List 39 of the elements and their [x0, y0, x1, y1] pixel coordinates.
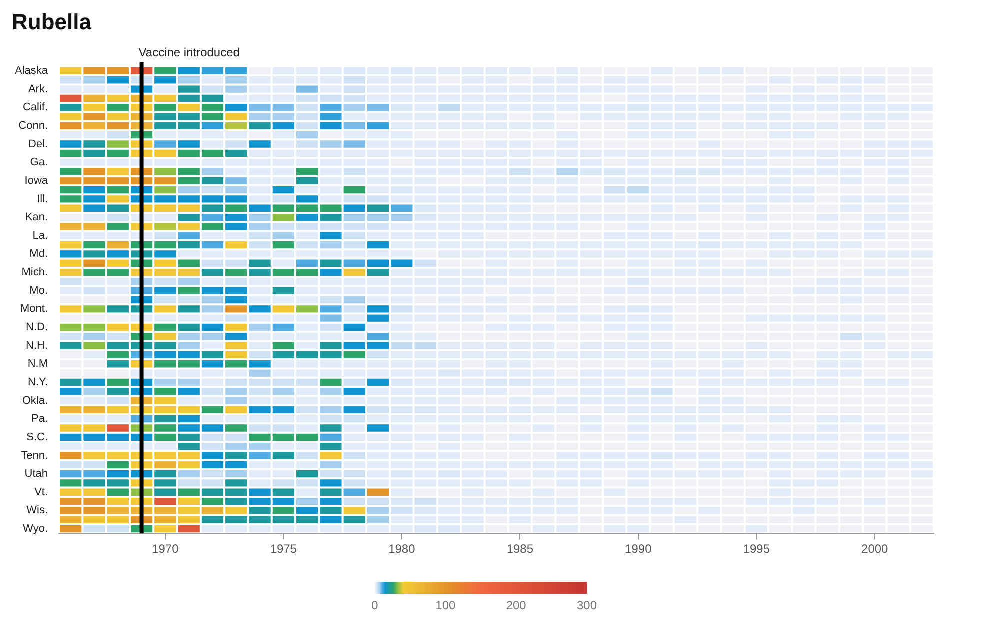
y-tick-label: Mo.	[30, 284, 48, 297]
y-tick-label: Md.	[30, 248, 48, 260]
color-bar-label: 200	[506, 598, 527, 612]
y-tick-label: N.H.	[26, 340, 48, 352]
ref-line-label: Vaccine introduced	[138, 45, 240, 60]
y-tick-label: Mont.	[20, 303, 48, 316]
y-tick-label: Kan.	[25, 212, 48, 224]
y-tick-label: N.D.	[26, 322, 48, 334]
y-tick-label: Ark.	[28, 83, 48, 96]
x-tick-label: 1985	[506, 542, 534, 556]
y-tick-label: Utah	[24, 468, 48, 480]
x-tick-label: 1995	[743, 542, 770, 556]
y-tick-label: S.C.	[26, 431, 48, 444]
y-tick-label: Tenn.	[21, 450, 48, 462]
y-tick-label: Alaska	[14, 65, 49, 78]
y-tick-label: La.	[32, 230, 48, 242]
x-tick-label: 1970	[152, 542, 180, 556]
y-tick-label: Calif.	[22, 102, 48, 114]
y-tick-label: Pa.	[32, 413, 48, 426]
y-tick-label: N.Y.	[28, 376, 48, 388]
color-bar-label: 0	[372, 598, 379, 612]
y-tick-label: Okla.	[22, 394, 48, 407]
y-tick-label: Wyo.	[23, 523, 48, 536]
y-tick-label: Vt.	[34, 486, 48, 498]
y-tick-label: Ill.	[37, 193, 48, 206]
y-tick-label: Del.	[28, 138, 48, 150]
x-tick-label: 1990	[625, 542, 652, 556]
color-bar-label: 100	[436, 598, 456, 612]
chart-title: Rubella	[12, 9, 92, 34]
y-tick-label: N.M	[28, 358, 48, 370]
x-tick-label: 2000	[862, 542, 889, 556]
x-tick-label: 1980	[388, 542, 416, 556]
y-tick-label: Iowa	[24, 174, 49, 187]
y-tick-label: Conn.	[18, 120, 48, 132]
y-tick-label: Ga.	[30, 156, 48, 169]
y-tick-label: Mich.	[22, 266, 48, 279]
color-bar-label: 300	[576, 598, 598, 612]
y-tick-label: Wis.	[26, 504, 48, 517]
x-tick-label: 1975	[270, 542, 298, 556]
